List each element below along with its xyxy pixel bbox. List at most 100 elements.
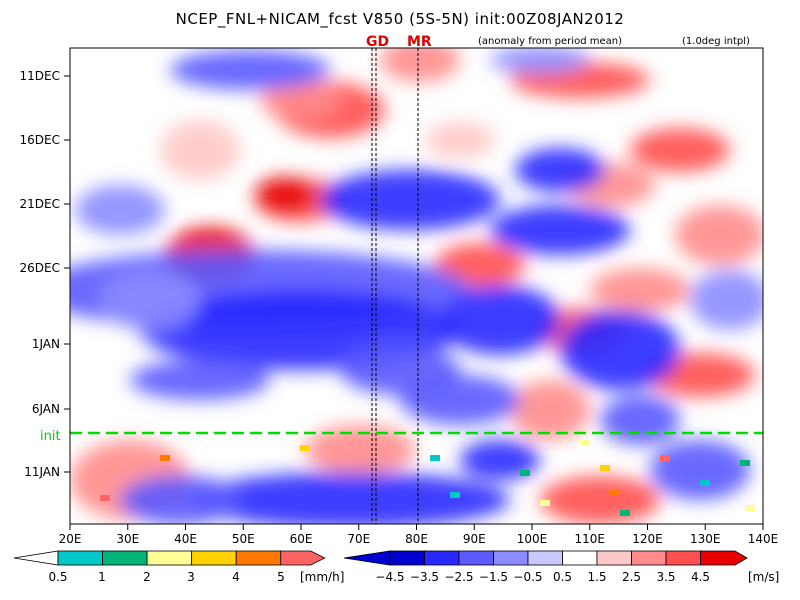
precip-cell bbox=[745, 505, 755, 511]
wind-colorbar-label: 2.5 bbox=[622, 570, 641, 584]
wind-colorbar-label: −0.5 bbox=[513, 570, 542, 584]
y-tick-label: 6JAN bbox=[32, 402, 60, 416]
anomaly-blob bbox=[190, 472, 510, 524]
wind-anomaly-field bbox=[70, 48, 763, 524]
wind-color-swatch bbox=[596, 550, 632, 566]
wind-colorbar-label: −1.5 bbox=[479, 570, 508, 584]
precip-cell bbox=[540, 500, 550, 506]
precip-cell bbox=[580, 440, 590, 446]
y-tick-label: 21DEC bbox=[20, 197, 60, 211]
marker-label-mr: MR bbox=[407, 34, 432, 50]
wind-color-swatch bbox=[458, 550, 494, 566]
wind-colorbar-label: −3.5 bbox=[410, 570, 439, 584]
precip-colorbar-label: 3 bbox=[187, 570, 195, 584]
x-tick-label: 130E bbox=[690, 532, 721, 546]
x-tick-label: 110E bbox=[575, 532, 606, 546]
wind-unit-label: [m/s] bbox=[748, 570, 779, 584]
precip-cell bbox=[430, 455, 440, 461]
precip-color-swatch bbox=[191, 550, 237, 566]
x-tick-label: 70E bbox=[347, 532, 370, 546]
precip-colorbar-label: 0.5 bbox=[48, 570, 67, 584]
wind-color-swatch bbox=[700, 550, 748, 566]
anomaly-blob bbox=[170, 50, 330, 90]
x-tick-label: 60E bbox=[290, 532, 313, 546]
x-axis: 20E 30E 40E 50E 60E 70E 80E 90E 100E 110E 120E 130E… bbox=[59, 524, 779, 546]
precip-color-swatch bbox=[146, 550, 193, 566]
x-tick-label: 30E bbox=[116, 532, 139, 546]
anomaly-blob bbox=[515, 148, 605, 192]
precip-colorbar-label: 2 bbox=[143, 570, 151, 584]
wind-colorbar: −4.5 −3.5 −2.5 −1.5 −0.5 0.5 1.5 2.5 3.5 4.5 [m/s] bbox=[343, 550, 779, 584]
wind-colorbar-label: 1.5 bbox=[587, 570, 606, 584]
wind-color-swatch bbox=[389, 550, 425, 566]
y-axis: 11DEC 16DEC 21DEC 26DEC 1JAN 6JAN 11JAN bbox=[20, 69, 70, 479]
precip-cell bbox=[160, 455, 170, 461]
anomaly-blob bbox=[380, 48, 460, 82]
anomaly-blob bbox=[440, 285, 560, 355]
anomaly-blob bbox=[650, 440, 750, 500]
wind-color-swatch bbox=[493, 550, 529, 566]
x-tick-label: 140E bbox=[748, 532, 779, 546]
precip-cell bbox=[100, 495, 110, 501]
anomaly-blob bbox=[120, 475, 240, 524]
precip-colorbar-low-end bbox=[13, 550, 59, 566]
anomaly-blob bbox=[590, 268, 690, 312]
y-tick-label: 11JAN bbox=[24, 465, 60, 479]
anomaly-blob bbox=[600, 395, 680, 445]
marker-label-gd: GD bbox=[366, 34, 390, 50]
anomaly-blob bbox=[490, 205, 630, 255]
anomaly-blob bbox=[340, 345, 460, 395]
x-tick-label: 50E bbox=[232, 532, 255, 546]
y-tick-label: 11DEC bbox=[20, 69, 60, 83]
wind-colorbar-label: 3.5 bbox=[656, 570, 675, 584]
anomaly-blob bbox=[425, 122, 495, 158]
precip-cell bbox=[740, 460, 750, 466]
anomaly-blob bbox=[320, 170, 500, 230]
wind-colorbar-label: −4.5 bbox=[375, 570, 404, 584]
anomaly-blob bbox=[260, 80, 340, 120]
wind-color-swatch bbox=[665, 550, 701, 566]
precip-colorbar-label: 1 bbox=[98, 570, 106, 584]
anomaly-blob bbox=[160, 120, 240, 180]
precip-cell bbox=[610, 490, 620, 496]
init-label: init bbox=[40, 429, 61, 444]
x-tick-label: 40E bbox=[174, 532, 197, 546]
anomaly-blob bbox=[540, 476, 660, 524]
precip-cell bbox=[300, 445, 310, 451]
precip-color-swatch bbox=[102, 550, 148, 566]
precip-cell bbox=[620, 510, 630, 516]
wind-colorbar-label: 0.5 bbox=[553, 570, 572, 584]
wind-color-swatch bbox=[424, 550, 460, 566]
y-tick-label: 16DEC bbox=[20, 133, 60, 147]
wind-color-swatch bbox=[631, 550, 667, 566]
anomaly-blob bbox=[510, 380, 590, 440]
precip-cell bbox=[600, 465, 610, 471]
chart-subtitle: (anomaly from period mean) bbox=[478, 36, 622, 47]
anomaly-blob bbox=[130, 360, 270, 400]
anomaly-blob bbox=[435, 243, 525, 287]
precip-colorbar-label: 5 bbox=[277, 570, 285, 584]
precip-color-swatch bbox=[280, 550, 326, 566]
x-tick-label: 20E bbox=[59, 532, 82, 546]
precip-cell bbox=[450, 492, 460, 498]
chart-title: NCEP_FNL+NICAM_fcst V850 (5S-5N) init:00… bbox=[175, 10, 625, 28]
wind-colorbar-label: −2.5 bbox=[444, 570, 473, 584]
anomaly-blob bbox=[75, 185, 165, 235]
precip-cell bbox=[660, 455, 670, 461]
interpolation-note: (1.0deg intpl) bbox=[682, 36, 750, 47]
precip-cell bbox=[700, 480, 710, 486]
anomaly-blob bbox=[490, 48, 590, 74]
anomaly-blob bbox=[100, 270, 200, 330]
wind-color-swatch bbox=[562, 550, 598, 566]
y-tick-label: 1JAN bbox=[32, 337, 60, 351]
x-tick-label: 80E bbox=[405, 532, 428, 546]
x-tick-label: 90E bbox=[463, 532, 486, 546]
wind-colorbar-label: 4.5 bbox=[691, 570, 710, 584]
precip-cell bbox=[520, 470, 530, 476]
x-tick-label: 100E bbox=[517, 532, 548, 546]
wind-colorbar-low-end bbox=[343, 550, 391, 566]
x-tick-label: 120E bbox=[632, 532, 663, 546]
precip-color-swatch bbox=[235, 550, 282, 566]
y-tick-label: 26DEC bbox=[20, 261, 60, 275]
anomaly-blob bbox=[690, 270, 763, 330]
